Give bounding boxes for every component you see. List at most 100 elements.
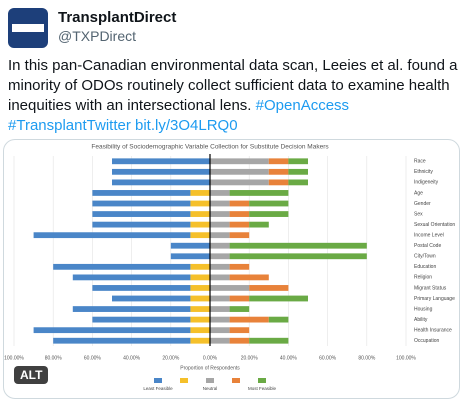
bar-segment	[210, 211, 230, 217]
x-tick-label: 40.00%	[123, 355, 141, 361]
bar-segment	[190, 200, 210, 207]
bar-segment	[92, 200, 191, 207]
bar-segment	[210, 232, 230, 239]
bar-segment	[268, 158, 289, 165]
hashtag[interactable]: #TransplantTwitter	[8, 117, 131, 134]
category-label: Gender	[414, 201, 431, 207]
bar-segment	[229, 200, 250, 207]
x-tick-label: 0.00%	[203, 355, 218, 361]
bar-segment	[210, 190, 230, 196]
bar-segment	[210, 242, 230, 249]
bar-segment	[229, 327, 250, 334]
bar-segment	[53, 263, 191, 270]
category-label: Indigeneity	[414, 180, 439, 186]
tweet-text: In this pan-Canadian environmental data …	[8, 56, 458, 136]
bar-segment	[268, 316, 289, 323]
bar-segment	[92, 221, 191, 228]
category-label: Health Insurance	[414, 327, 452, 333]
chart: Feasibility of Sociodemographic Variable…	[4, 144, 455, 391]
avatar[interactable]	[8, 8, 48, 48]
legend-swatch	[154, 378, 162, 383]
bar-segment	[92, 285, 191, 291]
category-label: City/Town	[414, 254, 436, 260]
x-axis-label: Proportion of Respondents	[180, 365, 240, 371]
bar-segment	[210, 168, 269, 175]
category-label: Age	[414, 190, 423, 196]
x-tick-label: 60.00%	[84, 355, 102, 361]
bar-segment	[112, 168, 210, 175]
bar-segment	[92, 211, 191, 217]
legend-swatch	[180, 378, 188, 383]
bar-segment	[170, 253, 210, 260]
bar-segment	[72, 306, 191, 312]
bar-segment	[229, 274, 269, 281]
bar-segment	[190, 327, 210, 334]
bar-segment	[288, 179, 308, 186]
bar-segment	[190, 232, 210, 239]
alt-badge[interactable]: ALT	[14, 366, 49, 384]
author-handle[interactable]: @TXPDirect	[58, 28, 136, 44]
bar-segment	[229, 337, 250, 344]
category-label: Migrant Status	[414, 285, 447, 291]
bar-segment	[210, 179, 269, 186]
link[interactable]: bit.ly/3O4LRQ0	[135, 117, 238, 134]
category-label: Ethnicity	[414, 169, 433, 175]
bar-segment	[210, 274, 230, 281]
bar-segment	[190, 295, 210, 302]
bar-segment	[249, 200, 289, 207]
bar-segment	[210, 306, 230, 312]
x-tick-label: 20.00%	[241, 355, 259, 361]
category-label: Occupation	[414, 338, 440, 344]
x-tick-label: 80.00%	[358, 355, 376, 361]
x-tick-label: 80.00%	[45, 355, 63, 361]
bar-segment	[112, 179, 210, 186]
bar-segment	[229, 232, 250, 239]
bar-segment	[190, 211, 210, 217]
bar-segment	[210, 327, 230, 334]
bar-segment	[190, 316, 210, 323]
bar-segment	[92, 190, 191, 196]
bar-segment	[229, 263, 250, 270]
bar-segment	[229, 190, 289, 196]
bar-segment	[249, 337, 289, 344]
bar-segment	[210, 263, 230, 270]
bar-segment	[33, 232, 191, 239]
bar-segment	[190, 337, 210, 344]
bar-segment	[210, 316, 230, 323]
bar-segment	[210, 337, 230, 344]
category-label: Sexual Orientation	[414, 222, 455, 228]
tweet-body: In this pan-Canadian environmental data …	[8, 57, 458, 114]
media[interactable]: Feasibility of Sociodemographic Variable…	[3, 139, 460, 399]
bar-segment	[229, 242, 367, 249]
bar-segment	[229, 306, 250, 312]
bar-segment	[268, 179, 289, 186]
category-label: Housing	[414, 306, 433, 312]
bar-segment	[53, 337, 191, 344]
x-tick-label: 60.00%	[319, 355, 337, 361]
bar-segment	[210, 295, 230, 302]
x-tick-label: 20.00%	[162, 355, 180, 361]
bar-segment	[229, 211, 250, 217]
category-label: Sex	[414, 211, 423, 217]
bar-segment	[33, 327, 191, 334]
bar-segment	[112, 295, 191, 302]
legend-swatch	[232, 378, 240, 383]
bar-segment	[210, 221, 230, 228]
bar-segment	[229, 295, 250, 302]
bar-segment	[288, 168, 308, 175]
legend-label: Neutral	[203, 386, 218, 391]
author-name[interactable]: TransplantDirect	[58, 9, 177, 26]
category-label: Income Level	[414, 232, 444, 238]
bar-segment	[249, 295, 308, 302]
bar-segment	[190, 285, 210, 291]
category-label: Race	[414, 159, 426, 165]
x-tick-label: 40.00%	[280, 355, 298, 361]
bar-segment	[210, 285, 250, 291]
hashtag[interactable]: #OpenAccess	[255, 97, 350, 114]
bar-segment	[170, 242, 210, 249]
bar-segment	[210, 253, 230, 260]
bar-segment	[190, 190, 210, 196]
bar-segment	[210, 200, 230, 207]
bar-segment	[229, 316, 269, 323]
